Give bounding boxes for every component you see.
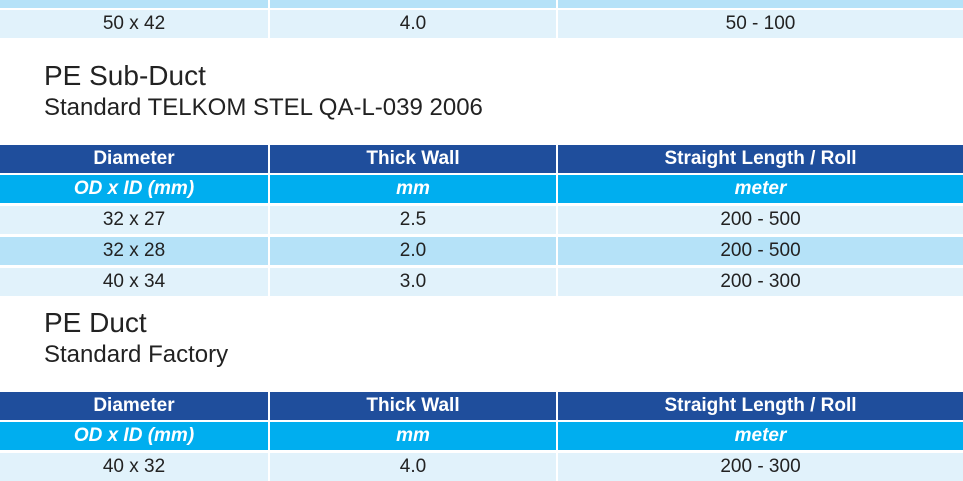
band — [0, 0, 268, 8]
table-cell: 3.0 — [270, 268, 556, 296]
table-cell: 50 x 42 — [0, 10, 268, 38]
table-cell: 200 - 300 — [558, 453, 963, 481]
table-cell: 200 - 500 — [558, 237, 963, 265]
unit-cell: mm — [270, 422, 556, 450]
unit-cell: mm — [270, 175, 556, 203]
header-cell: Thick Wall — [270, 145, 556, 173]
table-cell: 50 - 100 — [558, 10, 963, 38]
header-cell: Straight Length / Roll — [558, 145, 963, 173]
section-subtitle: Standard TELKOM STEL QA-L-039 2006 — [44, 94, 483, 121]
table-cell: 2.5 — [270, 206, 556, 234]
table-cell: 4.0 — [270, 453, 556, 481]
table-cell: 32 x 28 — [0, 237, 268, 265]
unit-cell: OD x ID (mm) — [0, 422, 268, 450]
band — [270, 0, 556, 8]
unit-cell: meter — [558, 422, 963, 450]
table-cell: 40 x 32 — [0, 453, 268, 481]
header-cell: Thick Wall — [270, 392, 556, 420]
unit-cell: meter — [558, 175, 963, 203]
table-cell: 4.0 — [270, 10, 556, 38]
table-cell: 2.0 — [270, 237, 556, 265]
unit-cell: OD x ID (mm) — [0, 175, 268, 203]
band — [558, 0, 963, 8]
section-subtitle: Standard Factory — [44, 341, 229, 368]
table-cell: 200 - 300 — [558, 268, 963, 296]
header-cell: Diameter — [0, 392, 268, 420]
section-title: PE Duct — [44, 307, 147, 338]
section-title: PE Sub-Duct — [44, 60, 206, 91]
table-cell: 40 x 34 — [0, 268, 268, 296]
header-cell: Diameter — [0, 145, 268, 173]
header-cell: Straight Length / Roll — [558, 392, 963, 420]
table-cell: 200 - 500 — [558, 206, 963, 234]
table-cell: 32 x 27 — [0, 206, 268, 234]
